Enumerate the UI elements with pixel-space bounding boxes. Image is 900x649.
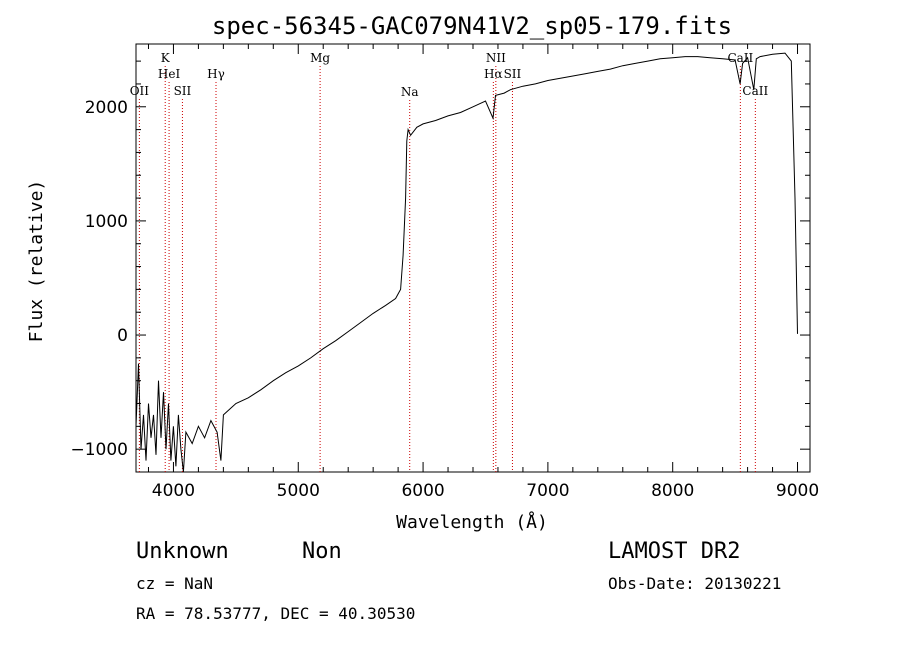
chart-title: spec-56345-GAC079N41V2_sp05-179.fits — [212, 12, 732, 40]
emission-line-label: SII — [174, 84, 192, 98]
x-axis-ticks: 4000 5000 6000 7000 8000 9000 — [147, 44, 819, 501]
y-tick-label: −1000 — [70, 440, 128, 460]
emission-line-label: OII — [130, 84, 150, 98]
emission-line-label: Na — [401, 85, 419, 99]
redshift-cz: cz = NaN — [136, 574, 213, 593]
emission-line-label: K — [161, 51, 171, 65]
emission-line-label: SII — [504, 67, 522, 81]
y-axis-ticks: −1000 0 1000 2000 — [70, 60, 810, 460]
emission-line-label: Hα — [484, 67, 503, 81]
y-tick-label: 1000 — [85, 212, 128, 232]
class-name: Unknown — [136, 539, 229, 564]
x-tick-label: 8000 — [651, 481, 694, 501]
spectrum-line — [135, 52, 798, 473]
plot-frame — [135, 43, 811, 473]
y-tick-label: 0 — [117, 326, 128, 346]
x-tick-label: 7000 — [526, 481, 569, 501]
emission-lines — [138, 66, 756, 472]
x-tick-label: 6000 — [401, 481, 444, 501]
y-axis-label: Flux (relative) — [26, 180, 47, 343]
survey-name: LAMOST DR2 — [608, 539, 740, 564]
x-axis-label: Wavelength (Å) — [396, 511, 548, 533]
coordinates: RA = 78.53777, DEC = 40.30530 — [136, 604, 415, 623]
emission-line-label: Mg — [310, 51, 330, 65]
emission-line-label: CaII — [742, 84, 768, 98]
emission-line-label: Hγ — [207, 67, 225, 81]
x-tick-label: 4000 — [152, 481, 195, 501]
emission-line-label: NII — [486, 51, 506, 65]
x-tick-label: 5000 — [277, 481, 320, 501]
emission-line-label: HeI — [158, 67, 181, 81]
subclass: Non — [302, 539, 342, 564]
obs-date: Obs-Date: 20130221 — [608, 574, 781, 593]
y-tick-label: 2000 — [85, 98, 128, 118]
emission-line-label: CaII — [727, 51, 753, 65]
x-tick-label: 9000 — [776, 481, 819, 501]
